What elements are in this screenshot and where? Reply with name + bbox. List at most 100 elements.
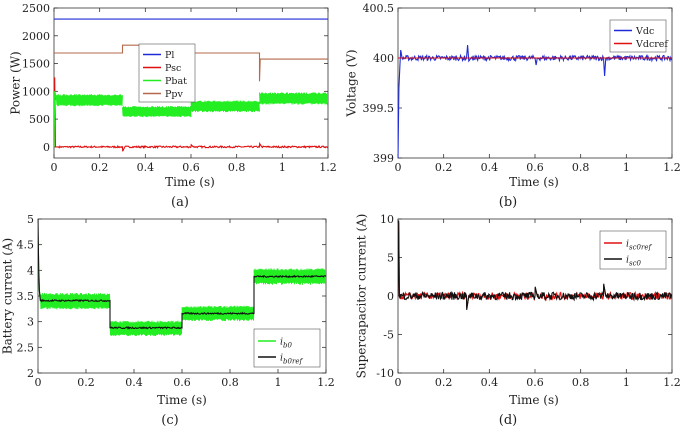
legend-label-isc0: isc0 (626, 255, 642, 268)
x-axis-label: Time (s) (509, 175, 559, 189)
y-tick-label: 399.5 (363, 102, 395, 115)
y-axis-label: Battery current (A) (1, 238, 15, 354)
panel-caption: (a) (171, 195, 189, 210)
x-tick-label: 0 (395, 376, 402, 389)
x-tick-label: 0.8 (228, 161, 246, 174)
y-tick-label: 3.5 (17, 290, 35, 303)
legend: isc0ref isc0 (599, 230, 667, 270)
legend-box (138, 43, 196, 103)
x-tick-label: 1.2 (317, 376, 335, 389)
x-tick-label: 0 (395, 161, 402, 174)
x-axis-label: Time (s) (165, 175, 215, 189)
y-tick-label: 400.5 (363, 2, 395, 15)
x-tick-label: 0.6 (182, 161, 200, 174)
series-Pbat-band (259, 92, 328, 105)
panel-caption: (d) (499, 413, 517, 428)
x-tick-label: 0.4 (137, 161, 155, 174)
y-tick-label: 1000 (22, 85, 50, 98)
x-tick-label: 1.2 (663, 161, 681, 174)
x-tick-label: 0.8 (572, 376, 590, 389)
y-tick-label: 0 (387, 290, 394, 303)
legend-label-Vdcref: Vdcref (635, 39, 669, 50)
y-axis-label: Power (W) (9, 51, 23, 114)
legend-box (253, 328, 321, 368)
y-tick-label: -5 (383, 329, 394, 342)
plot-area (38, 219, 326, 337)
y-tick-label: -10 (376, 367, 394, 380)
y-tick-label: 500 (29, 113, 50, 126)
chart-panel-b: 0 0.2 0.4 0.6 0.8 1 1.2 399 399.5 400 400.5 Time (s… (345, 2, 681, 210)
panel-caption: (c) (161, 413, 178, 428)
series-Vdc (398, 44, 672, 158)
x-tick-label: 0.8 (221, 376, 239, 389)
legend: Pl Psc Pbat Ppv (138, 43, 196, 103)
plot-area (398, 44, 672, 158)
x-tick-label: 1 (623, 161, 630, 174)
x-tick-label: 0 (35, 376, 42, 389)
y-tick-label: 5 (27, 213, 34, 226)
y-tick-label: 1500 (22, 58, 50, 71)
y-tick-label: 399 (373, 152, 394, 165)
legend: Vdc Vdcref (609, 19, 669, 53)
x-tick-label: 0.4 (481, 161, 499, 174)
y-tick-label: 4 (27, 264, 34, 277)
chart-panel-a: 0 0.2 0.4 0.6 0.8 1 1.2 0 500 1000 1500 2000 2500 Tim… (9, 2, 337, 210)
x-tick-label: 0.8 (572, 161, 590, 174)
series-ib0-band (253, 268, 326, 285)
series-ib0ref (38, 219, 326, 330)
legend-label-Pl: Pl (165, 50, 174, 61)
series-Pbat-band (122, 106, 192, 118)
x-tick-label: 0.6 (173, 376, 191, 389)
series-ib0-band (39, 292, 111, 310)
legend: ib0 ib0ref (253, 328, 321, 368)
x-tick-label: 0.6 (526, 376, 544, 389)
x-tick-label: 1 (275, 376, 282, 389)
x-axis-label: Time (s) (509, 393, 559, 407)
y-tick-label: 0 (43, 141, 50, 154)
legend-label-Vdc: Vdc (635, 26, 654, 37)
y-tick-label: 2500 (22, 2, 50, 15)
legend-label-Pbat: Pbat (165, 76, 187, 87)
y-tick-label: 2000 (22, 30, 50, 43)
y-tick-label: 400 (373, 52, 394, 65)
y-tick-label: 3 (27, 316, 34, 329)
series-Pbat-band (190, 100, 260, 113)
x-tick-label: 0.2 (435, 161, 453, 174)
plot-area (398, 220, 672, 310)
series-ib0-band (181, 305, 255, 322)
y-tick-label: 10 (380, 213, 394, 226)
y-tick-label: 2 (27, 367, 34, 380)
y-tick-label: 4.5 (17, 239, 35, 252)
x-tick-label: 1.2 (663, 376, 681, 389)
x-tick-label: 0.2 (91, 161, 109, 174)
y-axis-label: Supercapacitor current (A) (355, 214, 369, 379)
y-tick-label: 5 (387, 252, 394, 265)
y-axis-label: Voltage (V) (345, 49, 359, 117)
series-ib0-band (109, 320, 183, 337)
plot-area (54, 18, 328, 152)
x-tick-label: 1.2 (319, 161, 337, 174)
x-tick-label: 0.4 (125, 376, 143, 389)
panel-caption: (b) (499, 195, 517, 210)
series-isc0 (398, 220, 672, 310)
legend-label-Psc: Psc (165, 63, 181, 74)
legend-label-ib0: ib0 (280, 337, 293, 350)
series-Pbat-band (55, 94, 123, 107)
series-Pbat-transient (54, 91, 57, 147)
series-Psc (54, 77, 328, 152)
legend-box (599, 230, 667, 270)
x-axis-label: Time (s) (157, 393, 207, 407)
legend-label-isc0ref: isc0ref (626, 239, 653, 252)
x-tick-label: 0 (51, 161, 58, 174)
series-Ppv (54, 44, 328, 82)
x-tick-label: 0.2 (77, 376, 95, 389)
legend-label-Ppv: Ppv (165, 89, 183, 100)
legend-box (609, 19, 667, 53)
x-tick-label: 0.6 (526, 161, 544, 174)
legend-label-ib0ref: ib0ref (280, 353, 303, 366)
x-tick-label: 0.2 (435, 376, 453, 389)
x-tick-label: 1 (623, 376, 630, 389)
x-tick-label: 0.4 (481, 376, 499, 389)
chart-panel-d: 0 0.2 0.4 0.6 0.8 1 1.2 -10 -5 0 5 10 Time (s) Superc… (355, 213, 681, 428)
